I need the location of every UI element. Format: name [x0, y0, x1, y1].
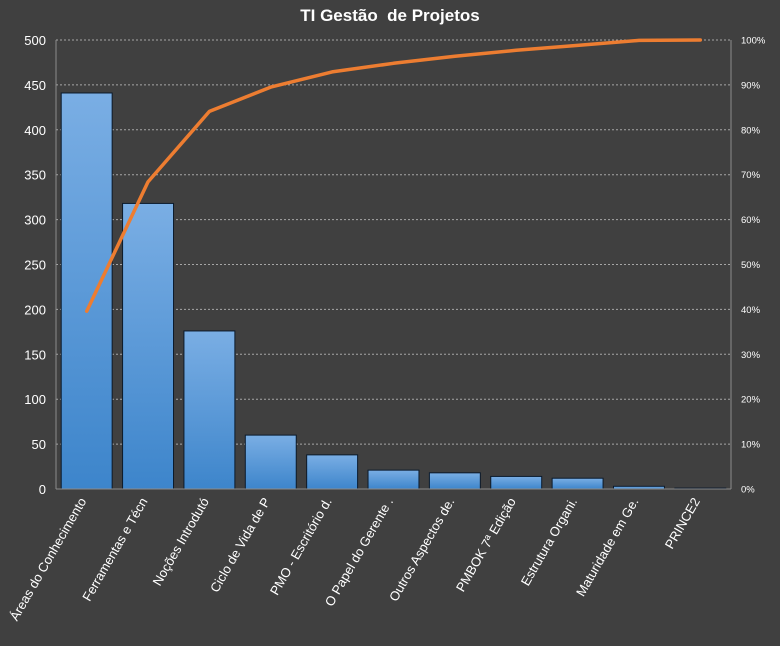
bar: [122, 202, 175, 490]
y-tick-label: 250: [24, 258, 46, 273]
category-label: Ciclo de Vida de P: [207, 495, 273, 595]
y-tick-label: 500: [24, 33, 46, 48]
y2-tick-label: 40%: [741, 305, 761, 316]
bar: [244, 434, 297, 490]
y-tick-label: 0: [39, 482, 46, 497]
category-label: PMBOK 7ª Edição: [453, 495, 519, 594]
y-tick-label: 400: [24, 123, 46, 138]
category-label: Áreas do Conhecimento: [7, 495, 90, 623]
y-tick-label: 300: [24, 213, 46, 228]
bar: [490, 475, 543, 490]
y-tick-label: 100: [24, 392, 46, 407]
y2-tick-label: 20%: [741, 395, 761, 406]
category-label: PRINCE2: [662, 495, 703, 551]
bar: [551, 477, 604, 490]
cumulative-line: [84, 38, 703, 313]
y-tick-label: 50: [32, 437, 46, 452]
category-label: Outros Aspectos de.: [386, 495, 458, 604]
y-tick-label: 200: [24, 302, 46, 317]
category-label: Estrutura Organi.: [518, 495, 580, 588]
y-tick-label: 150: [24, 347, 46, 362]
bar: [183, 330, 236, 490]
category-label: PMO - Escritório d.: [267, 495, 335, 598]
y2-tick-label: 50%: [741, 260, 761, 271]
bar: [367, 469, 420, 490]
y-tick-label: 350: [24, 168, 46, 183]
y2-tick-label: 0%: [741, 485, 755, 496]
y2-tick-label: 10%: [741, 440, 761, 451]
bar: [60, 92, 113, 490]
y2-tick-label: 60%: [741, 215, 761, 226]
chart-title: TI Gestão de Projetos: [300, 6, 480, 25]
category-label: Ferramentas e Técn: [79, 495, 150, 604]
y2-tick-label: 70%: [741, 170, 761, 181]
y2-tick-label: 30%: [741, 350, 761, 361]
y-tick-label: 450: [24, 78, 46, 93]
bar: [306, 454, 359, 490]
bar: [428, 472, 481, 490]
y2-tick-label: 80%: [741, 125, 761, 136]
y2-tick-label: 90%: [741, 80, 761, 91]
category-label: O Papel do Gerente .: [322, 495, 396, 609]
y2-tick-label: 100%: [741, 36, 766, 47]
category-label: Maturidade em Ge.: [573, 495, 642, 599]
category-label: Noções Introdutó: [150, 495, 212, 588]
